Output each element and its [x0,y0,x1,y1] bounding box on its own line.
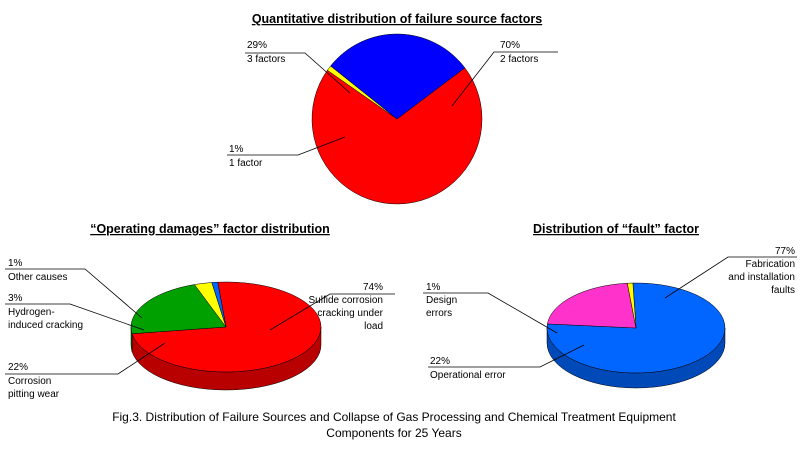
slice-corrosion-pitting-wear [130,284,227,334]
slice-label-fabrication-line1: Fabrication [746,259,795,270]
chart1-title: Quantitative distribution of failure sou… [252,12,542,26]
slice-label-hydrogen-line1: Hydrogen- [8,307,55,318]
slice-label-operational-error: Operational error [430,370,506,381]
slice-value-design-errors: 1% [426,282,441,293]
slice-label-design-line1: Design [426,295,457,306]
figure-caption-line2: Components for 25 Years [326,426,461,440]
leader-2-factors [451,51,558,107]
chart-failure-source-factors: Quantitative distribution of failure sou… [227,12,558,205]
slice-value-1-factor: 1% [229,144,244,155]
slice-design-errors [627,282,637,329]
slice-label-sulfide-line1: Sulfide corrosion [309,295,383,306]
slice-value-fabrication: 77% [775,246,795,257]
slice-value-hydrogen: 3% [8,293,23,304]
slice-value-operational-error: 22% [430,356,450,367]
slice-value-3-factors: 29% [247,40,267,51]
chart-operating-damages: “Operating damages” factor distribution … [5,222,395,400]
slice-label-3-factors: 3 factors [247,54,285,65]
chart-fault-factor: Distribution of “fault” factor 77% Fabri… [423,222,797,389]
slice-sulfide-corrosion-cracking-under-load [131,281,322,373]
leader-corrosion-pitting [5,342,166,375]
slice-value-2-factors: 70% [500,40,520,51]
slice-2-factors [311,67,483,205]
slice-label-corrosion-line1: Corrosion [8,376,51,387]
leader-3-factors [245,52,351,94]
slice-label-2-factors: 2 factors [500,54,538,65]
slice-value-sulfide-corrosion: 74% [363,282,383,293]
slice-label-hydrogen-line2: induced cracking [8,320,83,331]
slice-label-1-factor: 1 factor [229,158,263,169]
slice-label-design-line2: errors [426,308,452,319]
slice-label-fabrication-line3: faults [771,285,795,296]
slice-3-factors [330,33,466,120]
leader-1-factor [227,136,346,156]
slice-operational-error [547,282,637,329]
slice-label-sulfide-line3: load [364,321,383,332]
figure-caption-line1: Fig.3. Distribution of Failure Sources a… [112,410,676,424]
leader-hydrogen [5,303,145,331]
slice-label-fabrication-line2: and installation [728,272,795,283]
leader-sulfide-corrosion [269,293,395,331]
slice-value-corrosion-pitting: 22% [8,362,28,373]
slice-label-corrosion-line2: pitting wear [8,389,60,400]
leader-fabrication [664,256,797,299]
leader-other-causes [5,268,143,319]
leader-operational-error [428,344,585,368]
chart3-title: Distribution of “fault” factor [533,222,699,236]
leader-design-errors [423,292,558,334]
slice-other-causes [211,281,227,328]
slice-value-other-causes: 1% [8,258,23,269]
slice-label-other-causes: Other causes [8,272,67,283]
chart2-title: “Operating damages” factor distribution [90,222,330,236]
slice-label-sulfide-line2: cracking under [317,308,383,319]
